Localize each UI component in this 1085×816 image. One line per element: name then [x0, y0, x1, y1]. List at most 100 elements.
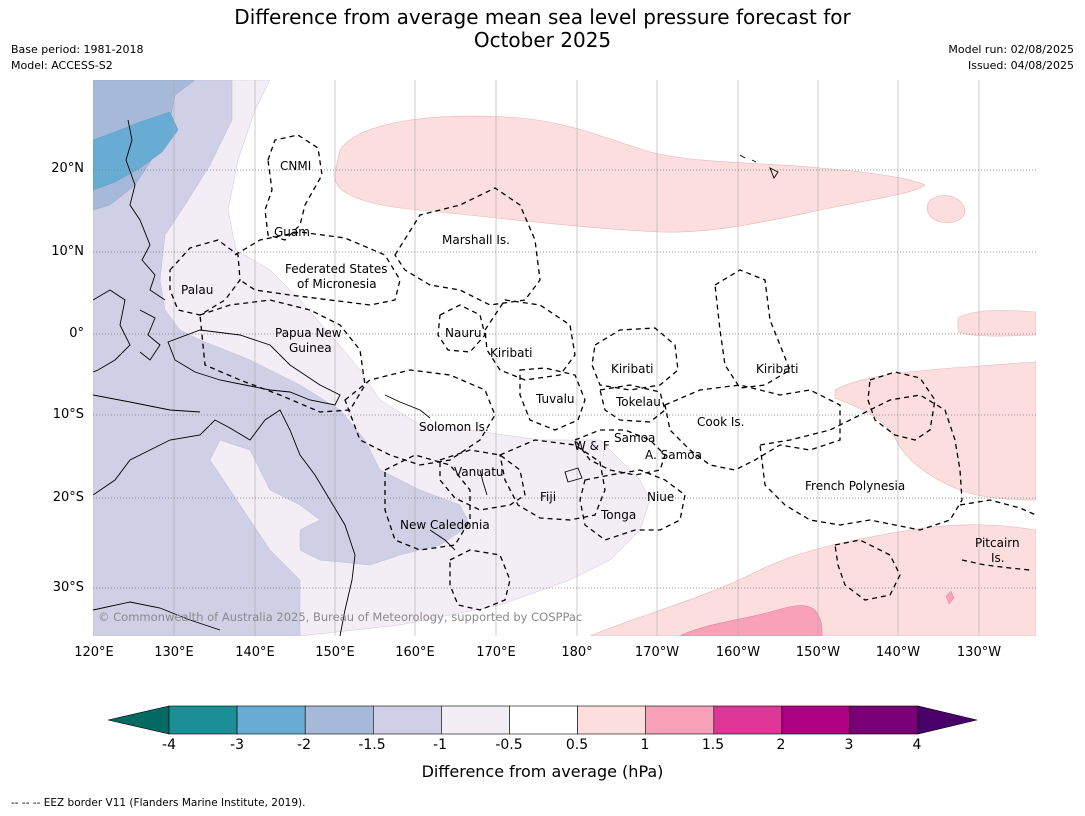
- eez-cook: [664, 384, 841, 471]
- eez-solomon: [344, 369, 496, 466]
- colorbar-label: 1: [640, 737, 650, 753]
- lat-label-30s: 30°S: [52, 580, 84, 595]
- colorbar-segment: [168, 705, 238, 735]
- eez-fiji: [499, 439, 606, 521]
- label-png-line1: Papua New: [275, 326, 342, 340]
- new-guinea-coast: [167, 329, 341, 406]
- colorbar-label: 2: [776, 737, 786, 753]
- new-caledonia-coast: [429, 529, 456, 551]
- label-fsm-line1: Federated States: [285, 262, 387, 276]
- eez-french-polynesia-east: [867, 371, 936, 441]
- label-cook: Cook Is.: [697, 415, 744, 429]
- anomaly-region-minus-2: [93, 111, 179, 191]
- map-title-line2: October 2025: [473, 28, 612, 52]
- label-pitcairn-line2: Is.: [991, 551, 1005, 565]
- lon-label-170w: 170°W: [634, 645, 680, 660]
- label-cnmi: CNMI: [280, 159, 311, 173]
- colorbar-segment: [781, 705, 851, 735]
- label-solomon: Solomon Is.: [419, 420, 489, 434]
- colorbar-segment: [577, 705, 646, 735]
- lon-label-150e: 150°E: [315, 645, 355, 660]
- solomon-coast: [384, 394, 431, 419]
- eez-fsm: [234, 231, 401, 306]
- anomaly-region-plus-0-5-south: [589, 524, 1036, 636]
- label-pitcairn-line1: Pitcairn: [975, 536, 1020, 550]
- issued-text: Issued: 04/08/2025: [967, 59, 1074, 72]
- colorbar-segment: [713, 705, 783, 735]
- lon-label-170e: 170°E: [476, 645, 516, 660]
- lon-label-120e: 120°E: [74, 645, 114, 660]
- colorbar-segment: [304, 705, 374, 735]
- label-guam: Guam: [274, 225, 310, 239]
- label-kiribati-west: Kiribati: [490, 346, 532, 360]
- lon-label-160e: 160°E: [395, 645, 435, 660]
- java-coast: [93, 394, 201, 413]
- label-palau: Palau: [181, 283, 213, 297]
- eez-kiribati-phoenix: [591, 327, 679, 391]
- eez-tonga-niue: [579, 469, 686, 541]
- eez-tokelau: [599, 384, 666, 423]
- hawaii-coast: [739, 154, 779, 179]
- anomaly-region-plus-1-spot: [945, 590, 955, 605]
- eez-nauru: [437, 304, 486, 353]
- lat-label-20n: 20°N: [51, 161, 84, 176]
- eez-south-pacific: [834, 539, 901, 601]
- map-title-line1: Difference from average mean sea level p…: [234, 5, 851, 29]
- eez-kiribati-gilbert: [484, 299, 576, 381]
- label-nauru: Nauru: [445, 326, 481, 340]
- label-tonga: Tonga: [600, 508, 636, 522]
- eez-pitcairn: [959, 499, 1036, 571]
- lat-label-10s: 10°S: [52, 407, 84, 422]
- label-wallis-futuna: W & F: [574, 439, 610, 453]
- colorbar-segment: [645, 705, 715, 735]
- eez-south-small: [449, 549, 511, 611]
- colorbar-title: Difference from average (hPa): [421, 762, 664, 781]
- colorbar-segment: [509, 705, 578, 735]
- eez-new-caledonia: [384, 454, 471, 551]
- label-png-line2: Guinea: [289, 341, 332, 355]
- lon-label-140w: 140°W: [875, 645, 921, 660]
- eez-kiribati-line: [714, 269, 791, 389]
- label-tuvalu: Tuvalu: [535, 392, 575, 406]
- label-niue: Niue: [647, 490, 674, 504]
- lon-label-140e: 140°E: [235, 645, 275, 660]
- colorbar-label: 4: [912, 737, 922, 753]
- map-title: Difference from average mean sea level p…: [0, 6, 1085, 52]
- label-marshall: Marshall Is.: [442, 233, 510, 247]
- coastlines: [93, 119, 779, 636]
- colorbar-extend-high: [917, 705, 978, 735]
- label-fiji: Fiji: [540, 490, 556, 504]
- label-tokelau: Tokelau: [615, 395, 661, 409]
- lat-gridlines: [93, 169, 1036, 589]
- colorbar-segment: [849, 705, 919, 735]
- label-kiribati-central: Kiribati: [611, 362, 653, 376]
- label-fsm-line2: of Micronesia: [297, 277, 377, 291]
- sulawesi-coast: [139, 309, 161, 361]
- lon-label-160w: 160°W: [715, 645, 761, 660]
- colorbar-label: 0.5: [565, 737, 589, 753]
- eez-wallis-samoa: [573, 429, 666, 476]
- model-text: Model: ACCESS-S2: [11, 59, 113, 72]
- vanuatu-coast: [479, 469, 488, 496]
- colorbar-label: -0.5: [495, 737, 523, 753]
- south-islands-coast: [93, 601, 221, 631]
- eez-tuvalu: [519, 367, 586, 431]
- colorbar-label: -2: [297, 737, 311, 753]
- copyright-notice: © Commonwealth of Australia 2025, Bureau…: [98, 610, 583, 624]
- fiji-coast: [564, 467, 583, 483]
- eez-palau: [169, 239, 241, 316]
- eez-borders: [169, 134, 1036, 611]
- colorbar-segment: [372, 705, 442, 735]
- base-model-info: Base period: 1981-2018 Model: ACCESS-S2: [11, 42, 143, 74]
- lon-label-150w: 150°W: [795, 645, 841, 660]
- colorbar-label: 3: [844, 737, 854, 753]
- lat-label-0: 0°: [69, 326, 84, 341]
- lon-label-130w: 130°W: [956, 645, 1002, 660]
- colorbar-label: -4: [162, 737, 176, 753]
- region-labels: CNMI Guam Marshall Is. Federated States …: [181, 159, 1020, 565]
- label-american-samoa: A. Samoa: [645, 448, 702, 462]
- australia-coast: [93, 409, 356, 636]
- eez-cnmi-guam: [264, 134, 323, 241]
- lon-label-130e: 130°E: [154, 645, 194, 660]
